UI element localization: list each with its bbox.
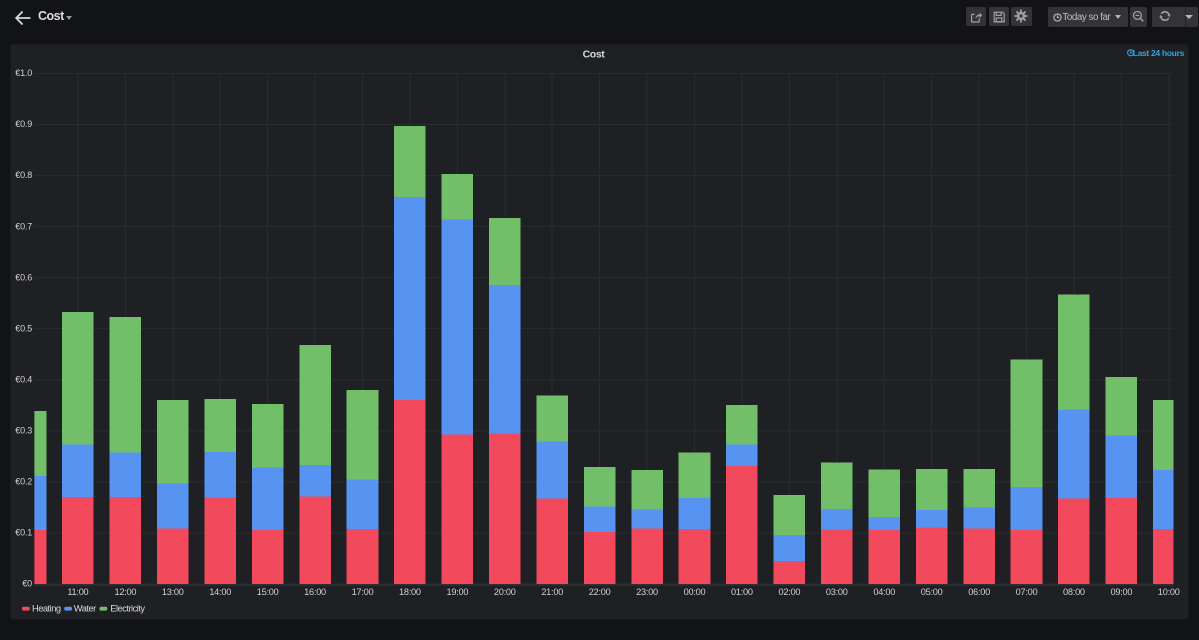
svg-text:18:00: 18:00 bbox=[399, 587, 421, 597]
svg-text:€0.7: €0.7 bbox=[15, 221, 32, 231]
svg-text:Heating: Heating bbox=[32, 604, 61, 614]
svg-text:€0.8: €0.8 bbox=[15, 170, 32, 180]
svg-text:23:00: 23:00 bbox=[636, 587, 658, 597]
svg-text:14:00: 14:00 bbox=[209, 587, 231, 597]
svg-text:21:00: 21:00 bbox=[541, 587, 563, 597]
svg-text:€0.1: €0.1 bbox=[15, 528, 32, 538]
svg-text:13:00: 13:00 bbox=[162, 587, 184, 597]
svg-text:€0.6: €0.6 bbox=[15, 272, 32, 282]
svg-text:17:00: 17:00 bbox=[352, 587, 374, 597]
svg-text:20:00: 20:00 bbox=[494, 587, 516, 597]
svg-text:08:00: 08:00 bbox=[1063, 587, 1085, 597]
svg-text:16:00: 16:00 bbox=[304, 587, 326, 597]
svg-text:€0.9: €0.9 bbox=[15, 119, 32, 129]
svg-text:€1.0: €1.0 bbox=[15, 68, 32, 78]
svg-text:10:00: 10:00 bbox=[1158, 587, 1180, 597]
svg-text:Electricity: Electricity bbox=[110, 604, 145, 614]
svg-text:04:00: 04:00 bbox=[873, 587, 895, 597]
svg-text:€0.3: €0.3 bbox=[15, 426, 32, 436]
svg-text:01:00: 01:00 bbox=[731, 587, 753, 597]
svg-text:€0.4: €0.4 bbox=[15, 375, 32, 385]
svg-text:02:00: 02:00 bbox=[778, 587, 800, 597]
svg-text:€0: €0 bbox=[22, 579, 32, 589]
svg-text:03:00: 03:00 bbox=[826, 587, 848, 597]
svg-text:12:00: 12:00 bbox=[114, 587, 136, 597]
svg-text:€0.2: €0.2 bbox=[15, 477, 32, 487]
svg-text:19:00: 19:00 bbox=[446, 587, 468, 597]
svg-text:Water: Water bbox=[74, 604, 96, 614]
svg-text:Last 24 hours: Last 24 hours bbox=[1133, 48, 1185, 58]
svg-text:Cost: Cost bbox=[583, 49, 606, 61]
svg-text:11:00: 11:00 bbox=[67, 587, 88, 597]
svg-text:15:00: 15:00 bbox=[257, 587, 279, 597]
svg-text:00:00: 00:00 bbox=[684, 587, 706, 597]
svg-text:06:00: 06:00 bbox=[968, 587, 990, 597]
svg-text:05:00: 05:00 bbox=[921, 587, 943, 597]
svg-text:22:00: 22:00 bbox=[589, 587, 611, 597]
svg-text:€0.5: €0.5 bbox=[15, 323, 32, 333]
svg-text:07:00: 07:00 bbox=[1016, 587, 1038, 597]
svg-text:09:00: 09:00 bbox=[1110, 587, 1132, 597]
